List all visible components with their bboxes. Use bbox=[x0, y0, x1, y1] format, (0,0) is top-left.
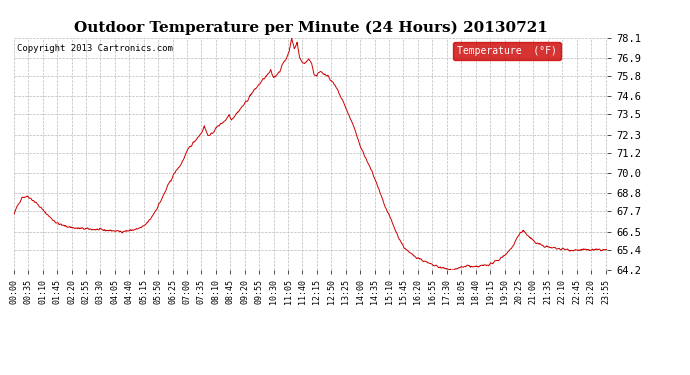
Text: Copyright 2013 Cartronics.com: Copyright 2013 Cartronics.com bbox=[17, 45, 172, 54]
Legend: Temperature  (°F): Temperature (°F) bbox=[453, 42, 561, 60]
Title: Outdoor Temperature per Minute (24 Hours) 20130721: Outdoor Temperature per Minute (24 Hours… bbox=[74, 21, 547, 35]
